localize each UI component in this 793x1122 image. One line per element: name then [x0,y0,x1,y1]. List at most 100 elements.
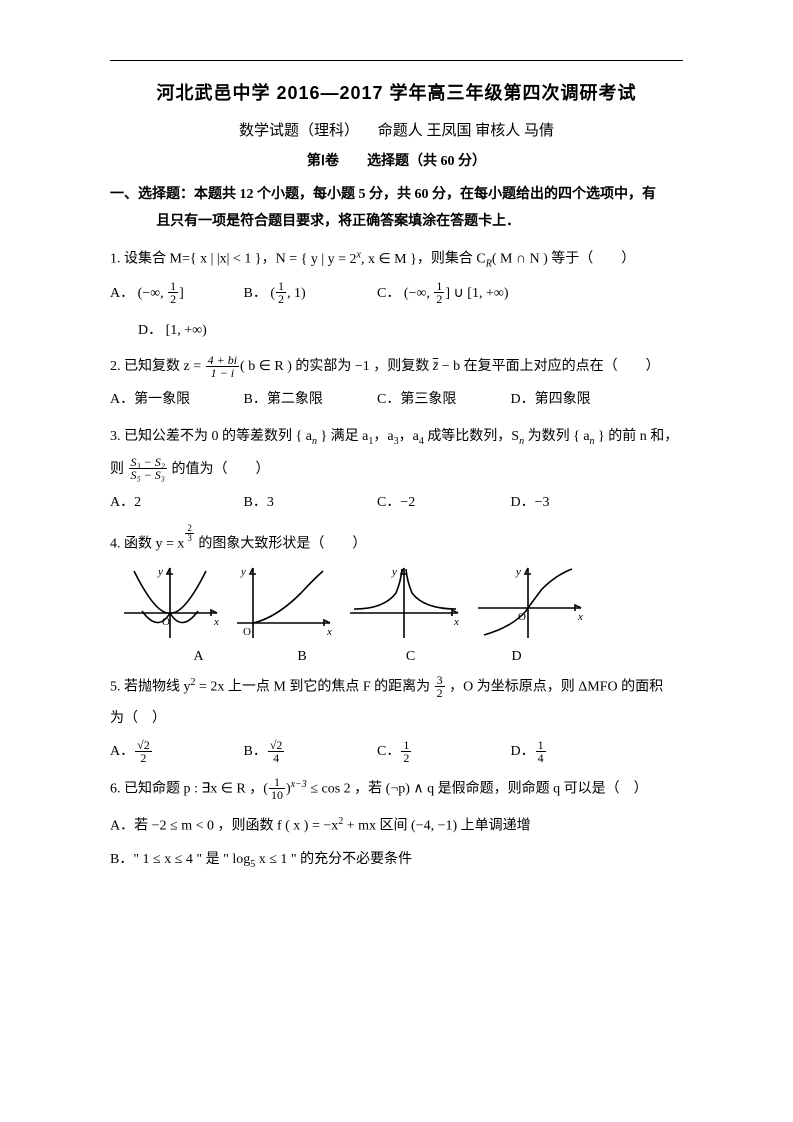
q1-optC-num: 1 [434,280,444,293]
q1-optB-den: 2 [276,293,286,305]
q5-optC-n: 1 [401,739,411,752]
q6-optA-tail: + mx 区间 (−4, −1) 上单调递增 [343,818,530,833]
q4-label-d: D [472,649,562,665]
graph-d-icon: x y O [472,563,587,643]
q2-options: A．第一象限 B．第二象限 C．第三象限 D．第四象限 [110,385,683,416]
q1-optD-row: D． [1, +∞) [110,316,683,347]
svg-text:y: y [240,566,246,578]
q4-exp-den: 3 [185,534,194,543]
q5-optC: C．12 [377,737,507,768]
q1-optD-label: D． [138,323,162,338]
q5-optC-l: C． [377,744,400,759]
question-3-line2: 则 S₃ − S₂S₅ − S₃ 的值为（ ） [110,456,683,484]
q1-mid: ，N = [262,252,298,267]
question-1: 1. 设集合 M={ x | |x| < 1 }，N = { y | y = 2… [110,245,683,274]
q6-optA-pre: A．若 −2 ≤ m < 0 ，则函数 f ( x ) = −x [110,818,338,833]
q1-tail: ( M ∩ N ) 等于（ ） [492,252,636,267]
q1-setN-tail: , x ∈ M } [361,252,417,267]
question-5-line2: 为（ ） [110,705,683,733]
q1-optC: C． (−∞, 12] ∪ [1, +∞) [377,279,567,310]
question-2: 2. 已知复数 z = 4 + bi1 − i( b ∈ R ) 的实部为 −1… [110,353,683,381]
q3-tail1: 为数列 { a [524,429,589,444]
section-header: 第Ⅰ卷 选择题（共 60 分） [110,150,683,170]
q1-optA-open: (−∞, [138,286,168,301]
q5-optB-l: B． [244,744,267,759]
q1-options: A． (−∞, 12] B． (12, 1) C． (−∞, 12] ∪ [1,… [110,279,683,310]
q4-label-a: A [110,649,251,665]
q5-optB-n: √2 [268,739,285,752]
q5-mid1: = 2x 上一点 M 到它的焦点 F 的距离为 [196,679,434,694]
q5-optD-d: 4 [536,752,546,764]
svg-text:x: x [213,616,219,628]
q1-optB: B． (12, 1) [244,279,374,310]
q4-label-c: C [353,649,468,665]
q5-optA: A．√22 [110,737,240,768]
svg-text:x: x [577,611,583,623]
svg-text:x: x [326,626,332,638]
instructions: 一、选择题：本题共 12 个小题，每小题 5 分，共 60 分，在每小题给出的四… [110,182,683,235]
subtitle-right: 命题人 王凤国 审核人 马倩 [378,123,554,139]
q2-optD: D．第四象限 [511,385,641,416]
q6-optA: A．若 −2 ≤ m < 0 ，则函数 f ( x ) = −x2 + mx 区… [110,812,683,841]
q2-num: 4 + bi [206,354,239,367]
q1-optA: A． (−∞, 12] [110,279,240,310]
q1-setN-body: { y | y = 2 [301,252,357,267]
exam-title: 河北武邑中学 2016—2017 学年高三年级第四次调研考试 [110,79,683,105]
graph-c-icon: x y [344,563,464,643]
q6-bd: 10 [269,789,285,801]
q3-mid: } 满足 a [317,429,368,444]
question-3: 3. 已知公差不为 0 的等差数列 { an } 满足 a1，a3，a4 成等比… [110,423,683,452]
q3-optA: A．2 [110,488,240,519]
q1-optC-den: 2 [434,293,444,305]
q1-optA-num: 1 [168,280,178,293]
q1-optD-val: [1, +∞) [166,323,207,338]
exam-page: 河北武邑中学 2016—2017 学年高三年级第四次调研考试 数学试题（理科） … [0,0,793,1122]
q5-optC-d: 2 [401,752,411,764]
svg-text:y: y [157,566,163,578]
q6-optB-pre: B．" 1 ≤ x ≤ 4 " 是 " log [110,852,250,867]
q6-pre: 6. 已知命题 p : ∃x ∈ R ， [110,782,263,797]
q2-tail: − b 在复平面上对应的点在（ ） [438,359,659,374]
q1-optB-num: 1 [276,280,286,293]
q6-exp: x−3 [291,779,307,790]
q1-setN: { y | y = 2x, x ∈ M } [301,252,417,267]
q4-label-b: B [255,649,350,665]
q6-bn: 1 [269,776,285,789]
subtitle-left: 数学试题（理科） [239,123,359,139]
q4-graphs: x y O x y O [118,563,683,643]
svg-text:x: x [453,616,459,628]
q6-optB-tail: x ≤ 1 " 的充分不必要条件 [255,852,412,867]
q1-optC-close: ] ∪ [1, +∞) [445,286,508,301]
q2-optC: C．第三象限 [377,385,507,416]
q3-l2-den: S₅ − S₃ [129,469,167,481]
q1-stem-pre: 1. 设集合 M= [110,252,190,267]
q3-pre: 3. 已知公差不为 0 的等差数列 { a [110,429,312,444]
svg-text:O: O [518,611,526,623]
q3-mid2: 成等比数列，S [424,429,519,444]
q3-end: } 的前 n 和， [595,429,679,444]
q3-l2-pre: 则 [110,462,128,477]
q1-optB-open: ( [270,286,275,301]
graph-a-icon: x y O [118,563,223,643]
q4-tail: 的图象大致形状是（ ） [195,537,367,552]
q1-optB-close: , 1) [287,286,306,301]
svg-text:O: O [243,626,251,638]
q2-pre: 2. 已知复数 z = [110,359,205,374]
q6-mid: ≤ cos 2 ，若 (¬p) ∧ q 是假命题，则命题 q 可以是（ ） [307,782,648,797]
q5-optB-d: 4 [268,752,285,764]
q5-pre: 5. 若抛物线 y [110,679,191,694]
q3-optB: B．3 [244,488,374,519]
q3-c2: ，a [399,429,419,444]
q5-optA-n: √2 [135,739,152,752]
question-5: 5. 若抛物线 y2 = 2x 上一点 M 到它的焦点 F 的距离为 32 ，O… [110,673,683,702]
q1-setM: { x | |x| < 1 } [190,252,262,267]
svg-text:O: O [162,616,170,628]
q5-fn: 3 [435,674,445,687]
q1-optC-label: C． [377,286,400,301]
q1-post: ，则集合 C [417,252,486,267]
graph-b-icon: x y O [231,563,336,643]
exam-subtitle: 数学试题（理科） 命题人 王凤国 审核人 马倩 [110,119,683,140]
top-rule [110,60,683,61]
q3-c1: ，a [373,429,393,444]
q3-optC: C．−2 [377,488,507,519]
